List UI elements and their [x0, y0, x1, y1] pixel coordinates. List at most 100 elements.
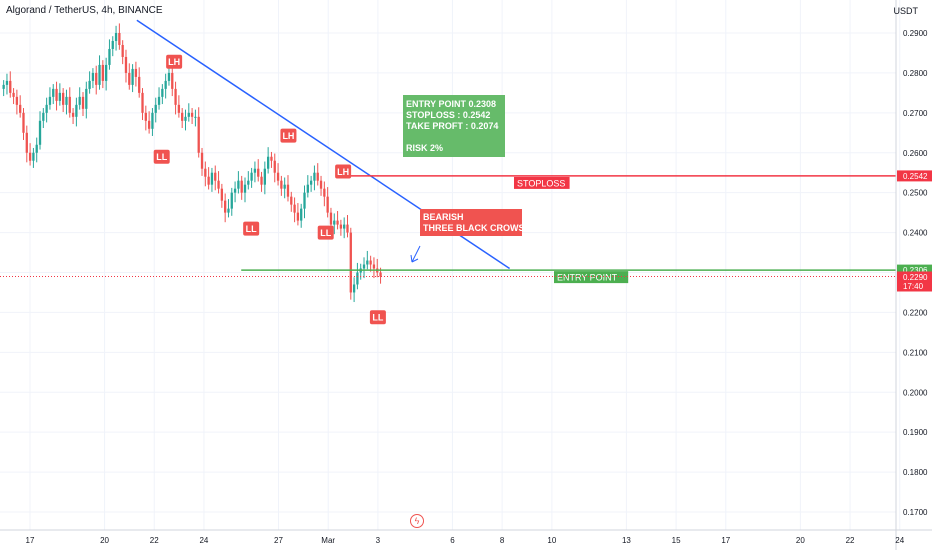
swing-label-bg	[153, 149, 170, 164]
candle-body	[38, 120, 42, 145]
candle-body	[181, 112, 184, 121]
swing-label: LL	[320, 228, 331, 238]
candle-body	[362, 264, 366, 269]
candle-body	[154, 104, 157, 113]
candle-body	[210, 172, 214, 185]
candle-body	[352, 284, 356, 293]
replay-icon[interactable]: ϟ	[410, 514, 424, 528]
horizontal-line-label-bg	[514, 176, 570, 189]
time-tick-label: 3	[376, 536, 381, 545]
candle-body	[260, 176, 263, 185]
price-tick-label: 0.1800	[903, 468, 928, 477]
candle-body	[333, 220, 336, 225]
swing-label-bg	[317, 225, 334, 240]
swing-label-bg	[243, 221, 260, 236]
candle-body	[104, 64, 108, 81]
candle-body	[55, 88, 58, 101]
price-tick-label: 0.2800	[903, 69, 928, 78]
info-box-line: TAKE PROFT : 0.2074	[406, 121, 498, 131]
candle-body	[323, 188, 326, 197]
candle-body	[9, 80, 12, 93]
candle-body	[62, 92, 65, 105]
price-tick-label: 0.2600	[903, 149, 928, 158]
candle-body	[5, 80, 9, 85]
price-axis-label: 0.2290	[903, 273, 928, 282]
candle-body	[243, 184, 247, 193]
candle-body	[349, 232, 352, 293]
candle-body	[108, 48, 111, 65]
candle-body	[270, 156, 273, 161]
price-tick-label: 0.2000	[903, 388, 928, 397]
candle-body	[309, 180, 313, 185]
price-tick-label: 0.2700	[903, 109, 928, 118]
info-box-bg	[403, 95, 505, 157]
candle-body	[240, 180, 243, 193]
price-axis-label: 0.2306	[903, 266, 928, 275]
candle-body	[78, 96, 81, 105]
swing-label-bg	[280, 128, 297, 143]
candle-body	[303, 192, 306, 209]
candle-body	[319, 180, 323, 189]
candle-body	[151, 112, 154, 129]
candle-body	[65, 96, 68, 105]
candle-body	[273, 160, 276, 173]
candle-body	[177, 104, 181, 113]
time-tick-label: 20	[796, 536, 805, 545]
candle-body	[118, 33, 121, 45]
candle-body	[19, 104, 22, 113]
candle-body	[237, 180, 240, 189]
candle-body	[45, 104, 48, 113]
candle-body	[134, 68, 138, 77]
time-tick-label: 22	[846, 536, 855, 545]
price-axis-label-bg	[897, 170, 932, 182]
candle-body	[15, 96, 19, 105]
candle-body	[144, 112, 147, 121]
horizontal-line-label: STOPLOSS	[517, 178, 565, 188]
candle-body	[204, 168, 207, 177]
candle-body	[227, 208, 230, 213]
candle-body	[114, 33, 118, 41]
price-tick-label: 0.2500	[903, 189, 928, 198]
candle-body	[329, 212, 333, 225]
candle-body	[2, 84, 5, 89]
candle-body	[257, 168, 260, 177]
candle-body	[111, 40, 114, 49]
info-box-line: RISK 2%	[406, 143, 443, 153]
candle-body	[95, 72, 98, 85]
swing-label: LL	[246, 224, 257, 234]
price-axis[interactable]: 0.2900 0.2800 0.2700 0.2600 0.2500 0.2400 0.23…	[895, 0, 932, 550]
candle-body	[28, 152, 32, 161]
info-box-line: STOPLOSS : 0.2542	[406, 110, 490, 120]
swing-label: LL	[372, 313, 383, 323]
candle-body	[339, 224, 343, 229]
candle-body	[286, 184, 290, 197]
price-tick-label: 0.2400	[903, 229, 928, 238]
candle-body	[369, 260, 372, 265]
candle-body	[71, 112, 75, 117]
candle-body	[217, 180, 220, 189]
candle-body	[35, 144, 38, 153]
time-tick-label: 13	[622, 536, 631, 545]
swing-label-bg	[166, 54, 183, 69]
time-tick-label: 24	[895, 536, 904, 545]
candle-body	[161, 88, 164, 97]
pattern-arrow	[410, 245, 421, 263]
time-axis[interactable]: 17 20 22 24 27 Mar 3 6 8 10 13 15 17 20 22 24	[0, 529, 932, 545]
candle-body	[346, 224, 349, 233]
time-tick-label: 24	[199, 536, 208, 545]
candle-body	[316, 172, 319, 181]
swing-label-bg	[369, 310, 386, 325]
candle-body	[283, 184, 286, 189]
candle-body	[296, 212, 300, 221]
candle-body	[147, 120, 151, 129]
price-tick-label: 0.1900	[903, 428, 928, 437]
price-axis-label: 0.2542	[903, 172, 928, 181]
candle-body	[88, 80, 91, 89]
candle-body	[131, 68, 134, 85]
candle-body	[32, 152, 35, 161]
candle-body	[12, 92, 15, 97]
time-tick-label: 17	[26, 536, 35, 545]
candle-body	[98, 64, 101, 85]
